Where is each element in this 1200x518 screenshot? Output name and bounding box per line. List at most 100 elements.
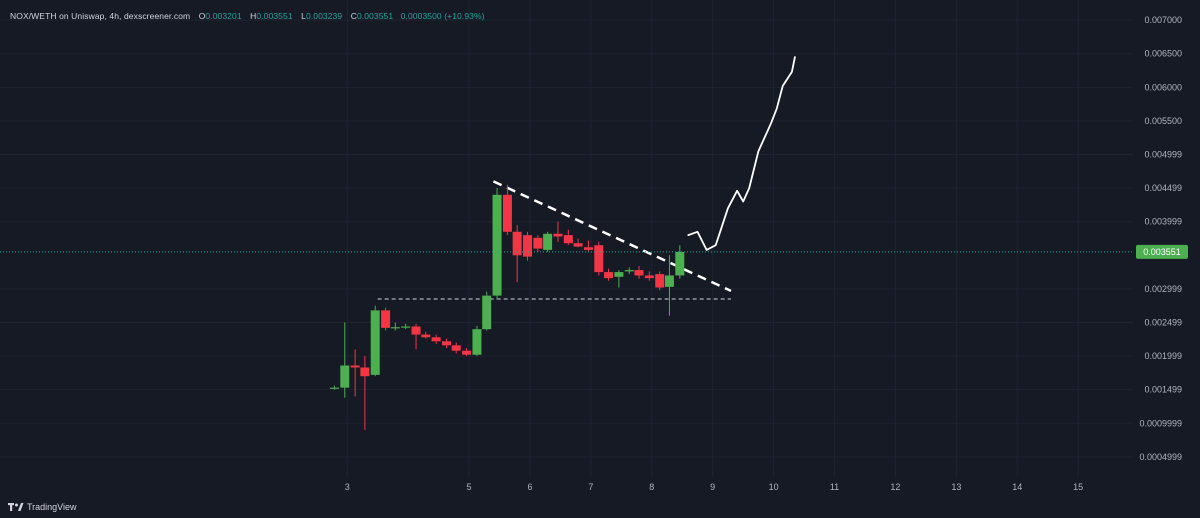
candle[interactable] <box>644 271 654 281</box>
candle[interactable] <box>360 356 370 430</box>
candle[interactable] <box>462 348 472 357</box>
candle[interactable] <box>543 231 553 252</box>
candle-body <box>390 327 400 329</box>
candle-body <box>492 194 502 296</box>
candle[interactable] <box>675 245 685 279</box>
candle-body <box>604 272 614 279</box>
candle-body <box>594 245 604 273</box>
candle[interactable] <box>350 349 360 397</box>
candle[interactable] <box>553 221 563 242</box>
candle-body <box>533 237 543 249</box>
candle-body <box>523 235 533 257</box>
close-label: C <box>350 11 357 21</box>
time-tick-label: 3 <box>345 482 350 492</box>
candle-body <box>381 310 391 328</box>
candle-body <box>431 337 441 342</box>
open-label: O <box>198 11 206 21</box>
candle[interactable] <box>533 235 543 252</box>
candle-body <box>472 329 482 355</box>
candle[interactable] <box>421 331 431 339</box>
candle-body <box>411 326 421 335</box>
candle[interactable] <box>583 240 593 252</box>
projection-drawing[interactable] <box>687 56 796 251</box>
candle-body <box>634 270 644 276</box>
candle[interactable] <box>451 342 461 354</box>
candle[interactable] <box>390 322 400 331</box>
candle-body <box>614 272 624 277</box>
candle[interactable] <box>614 270 624 288</box>
candle-body <box>462 350 472 355</box>
candle-body <box>553 233 563 237</box>
price-tick-label: 0.002999 <box>1144 284 1182 294</box>
candle-body <box>421 334 431 338</box>
tradingview-label: TradingView <box>27 502 77 512</box>
low-value: 0.003239 <box>305 11 343 21</box>
candle-body <box>340 365 350 388</box>
time-tick-label: 15 <box>1073 482 1083 492</box>
open-value: 0.003201 <box>205 11 242 21</box>
candle[interactable] <box>573 238 583 248</box>
time-tick-label: 6 <box>527 482 532 492</box>
candle[interactable] <box>431 334 441 344</box>
candle-body <box>655 274 665 288</box>
legend-header: NOX/WETH on Uniswap, 4h, dexscreener.com… <box>10 11 485 21</box>
candle[interactable] <box>502 184 512 236</box>
candle[interactable] <box>441 338 451 349</box>
candle[interactable] <box>401 323 411 330</box>
current-price-label: 0.003551 <box>1143 247 1181 257</box>
candle[interactable] <box>594 241 604 276</box>
candle[interactable] <box>381 307 391 331</box>
candle[interactable] <box>655 271 665 291</box>
tradingview-icon <box>8 503 24 511</box>
candle[interactable] <box>329 385 339 390</box>
symbol-title[interactable]: NOX/WETH on Uniswap, 4h, dexscreener.com <box>10 11 191 21</box>
candle[interactable] <box>492 188 502 299</box>
candle-body <box>512 231 522 256</box>
candle[interactable] <box>563 229 573 246</box>
time-tick-label: 9 <box>710 482 715 492</box>
tradingview-logo[interactable]: TradingView <box>8 502 77 512</box>
candle[interactable] <box>482 291 492 331</box>
price-tick-label: 0.0004999 <box>1139 452 1182 462</box>
descending-trendline[interactable] <box>492 180 732 293</box>
price-tick-label: 0.006000 <box>1144 82 1182 92</box>
price-tick-label: 0.001499 <box>1144 385 1182 395</box>
price-tick-label: 0.007000 <box>1144 15 1182 25</box>
candle-body <box>644 275 654 279</box>
close-value: 0.003551 <box>356 11 394 21</box>
candle[interactable] <box>604 268 614 281</box>
candle-body <box>350 365 360 368</box>
price-axis[interactable]: 0.007000 0.006500 0.006000 0.005500 0.004999… <box>1139 15 1182 462</box>
time-tick-label: 12 <box>890 482 900 492</box>
price-tick-label: 0.003999 <box>1144 217 1182 227</box>
grid-lines <box>0 0 1133 477</box>
candle-body <box>329 387 339 389</box>
candle-body <box>370 310 380 375</box>
price-tick-label: 0.005500 <box>1144 116 1182 126</box>
candle-body <box>664 275 674 287</box>
candle[interactable] <box>411 323 421 350</box>
candle[interactable] <box>512 225 522 283</box>
time-tick-label: 13 <box>951 482 961 492</box>
candle[interactable] <box>634 266 644 279</box>
candle-body <box>583 247 593 250</box>
price-tick-label: 0.006500 <box>1144 49 1182 59</box>
low-label: L <box>301 11 306 21</box>
candle-body <box>401 326 411 328</box>
candle[interactable] <box>472 325 482 357</box>
candle-body <box>441 341 451 346</box>
candle-body <box>563 235 573 244</box>
candle[interactable] <box>340 322 350 398</box>
candle[interactable] <box>523 231 533 261</box>
time-axis[interactable]: 3 5 6 7 8 9 10 11 12 13 14 15 <box>345 482 1083 492</box>
current-price-line: 0.003551 <box>0 244 1188 259</box>
candle[interactable] <box>664 255 674 316</box>
price-tick-label: 0.004499 <box>1144 183 1182 193</box>
time-tick-label: 11 <box>830 482 839 492</box>
time-tick-label: 7 <box>588 482 593 492</box>
candle[interactable] <box>370 305 380 377</box>
candle[interactable] <box>624 267 634 275</box>
high-value: 0.003551 <box>256 11 293 21</box>
candles[interactable] <box>329 184 685 430</box>
